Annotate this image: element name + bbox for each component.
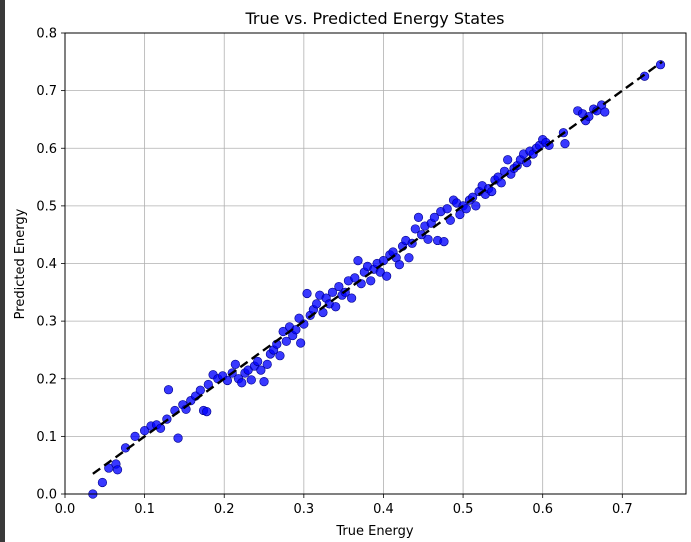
y-tick-label: 0.0 bbox=[36, 488, 57, 503]
scatter-point bbox=[130, 431, 140, 441]
scatter-point bbox=[331, 302, 341, 312]
scatter-point bbox=[202, 406, 212, 417]
scatter-point bbox=[366, 276, 376, 286]
scatter-point bbox=[173, 433, 183, 443]
scatter-point bbox=[439, 237, 449, 247]
scatter-point bbox=[496, 178, 506, 188]
scatter-point bbox=[461, 204, 471, 214]
x-tick-label: 0.3 bbox=[294, 502, 315, 517]
scatter-point bbox=[296, 338, 306, 348]
scatter-point bbox=[262, 359, 272, 369]
x-tick-label: 0.6 bbox=[532, 502, 553, 517]
scatter-point bbox=[334, 281, 344, 292]
scatter-point bbox=[327, 287, 338, 297]
scatter-point bbox=[410, 224, 420, 234]
scatter-point bbox=[503, 155, 513, 165]
scatter-point bbox=[237, 378, 247, 388]
x-tick-label: 0.2 bbox=[214, 502, 235, 517]
scatter-point bbox=[442, 204, 452, 214]
scatter-point bbox=[382, 271, 392, 281]
x-tick-label: 0.1 bbox=[134, 502, 155, 517]
y-tick-label: 0.2 bbox=[36, 372, 57, 387]
scatter-point bbox=[429, 212, 440, 222]
y-axis-label: Predicted Energy bbox=[13, 208, 28, 319]
scatter-point bbox=[347, 293, 357, 303]
scatter-point bbox=[655, 60, 666, 70]
scatter-point bbox=[246, 375, 256, 385]
y-tick-label: 0.4 bbox=[36, 257, 57, 272]
y-tick-label: 0.1 bbox=[36, 430, 57, 445]
scatter-point bbox=[112, 465, 123, 475]
scatter-point bbox=[155, 423, 166, 433]
scatter-point bbox=[230, 359, 240, 369]
scatter-point bbox=[259, 377, 269, 387]
y-tick-label: 0.6 bbox=[36, 142, 57, 157]
scatter-point bbox=[281, 336, 291, 346]
scatter-point bbox=[275, 351, 285, 361]
y-tick-label: 0.7 bbox=[36, 84, 57, 99]
scatter-point bbox=[404, 253, 414, 263]
y-tick-label: 0.8 bbox=[36, 27, 57, 42]
scatter-point bbox=[256, 365, 266, 375]
scatter-point bbox=[253, 356, 263, 367]
window-edge-bar bbox=[0, 0, 5, 542]
scatter-point bbox=[394, 260, 404, 270]
scatter-point bbox=[163, 385, 174, 395]
scatter-point bbox=[97, 477, 108, 488]
ticks-layer: 0.0 0.1 0.2 0.3 0.4 0.5 0.6 0.7 0.0 0.1 0.2 0.3 0.4 0… bbox=[36, 27, 632, 518]
points-layer bbox=[88, 60, 666, 499]
x-tick-label: 0.5 bbox=[453, 502, 474, 517]
scatter-point bbox=[413, 212, 424, 222]
x-tick-label: 0.0 bbox=[55, 502, 76, 517]
scatter-point bbox=[560, 139, 570, 149]
y-tick-label: 0.5 bbox=[36, 199, 57, 214]
scatter-point bbox=[302, 288, 312, 299]
scatter-point bbox=[195, 385, 205, 395]
scatter-point bbox=[600, 107, 610, 117]
chart-title: True vs. Predicted Energy States bbox=[244, 9, 504, 28]
scatter-point bbox=[487, 186, 497, 197]
scatter-point bbox=[423, 234, 433, 244]
reference-line bbox=[92, 60, 663, 475]
scatter-point bbox=[222, 375, 233, 386]
scatter-point bbox=[311, 299, 322, 309]
scatter-point bbox=[353, 256, 363, 266]
x-tick-label: 0.4 bbox=[373, 502, 394, 517]
x-tick-label: 0.7 bbox=[612, 502, 633, 517]
scatter-point bbox=[455, 209, 465, 220]
x-axis-label: True Energy bbox=[335, 524, 414, 539]
scatter-point bbox=[350, 273, 360, 283]
scatter-point bbox=[471, 201, 481, 211]
y-tick-label: 0.3 bbox=[36, 315, 57, 330]
